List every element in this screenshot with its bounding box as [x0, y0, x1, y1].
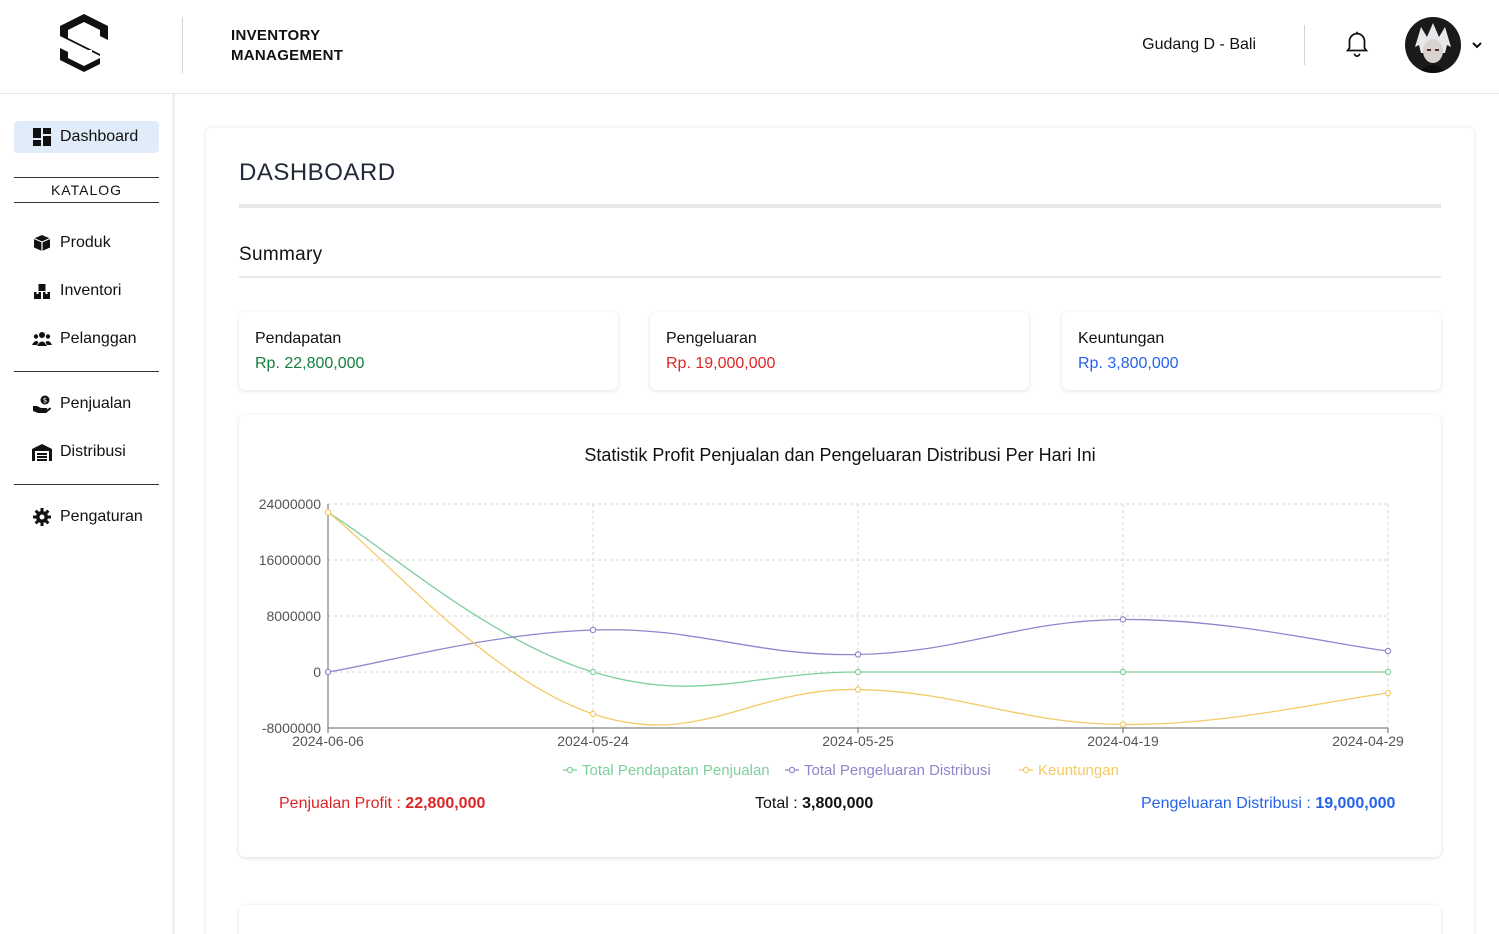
data-point	[324, 509, 332, 516]
title-divider	[239, 204, 1441, 208]
sidebar-item-label: Penjualan	[60, 395, 132, 412]
summary-divider	[239, 276, 1441, 278]
sidebar-item-distribusi[interactable]: Distribusi	[14, 436, 159, 468]
total-value: 19,000,000	[1315, 795, 1396, 812]
total-label: Penjualan Profit :	[279, 795, 406, 812]
sidebar-item-label: Distribusi	[60, 443, 126, 460]
user-avatar[interactable]	[1405, 17, 1461, 73]
page-title: DASHBOARD	[239, 159, 396, 186]
sidebar-item-label: Pelanggan	[60, 330, 137, 347]
stat-value: Rp. 3,800,000	[1078, 355, 1179, 372]
sidebar-item-inventori[interactable]: Inventori	[14, 275, 159, 307]
data-point	[1119, 668, 1127, 676]
summary-heading: Summary	[239, 244, 323, 265]
header-divider	[182, 17, 183, 73]
boxes-icon	[32, 281, 52, 301]
sidebar-item-label: Inventori	[60, 282, 122, 299]
data-point	[589, 626, 597, 634]
legend-label: Total Pendapatan Penjualan	[582, 762, 770, 779]
sidebar-item-pengaturan[interactable]: Pengaturan	[14, 501, 159, 533]
data-point	[1384, 689, 1392, 697]
data-point	[589, 710, 597, 718]
sidebar-item-pelanggan[interactable]: Pelanggan	[14, 323, 159, 355]
app-title-line2: MANAGEMENT	[231, 47, 344, 64]
line-chart: 24000000 16000000 8000000 0 -80000002024-06-…	[259, 496, 1404, 779]
warehouse-name[interactable]: Gudang D - Bali	[1142, 36, 1256, 53]
stat-card-pengeluaran: Pengeluaran Rp. 19,000,000	[650, 312, 1029, 390]
warehouse-icon	[32, 442, 52, 462]
sidebar-item-penjualan[interactable]: $ Penjualan	[14, 388, 159, 420]
stat-label: Keuntungan	[1078, 330, 1165, 347]
legend-marker	[1022, 766, 1030, 774]
sidebar: Dashboard KATALOG Produk Inventori Pelan…	[0, 94, 175, 934]
x-tick-label: 2024-06-06	[292, 733, 364, 749]
stat-value: Rp. 19,000,000	[666, 355, 776, 372]
data-point	[324, 668, 332, 676]
data-point	[1119, 616, 1127, 623]
y-tick-label: 24000000	[259, 496, 322, 512]
y-tick-label: 8000000	[266, 608, 321, 624]
stat-card-keuntungan: Keuntungan Rp. 3,800,000	[1062, 312, 1441, 390]
main-content-card: DASHBOARD Summary Pendapatan Rp. 22,800,…	[206, 128, 1474, 934]
sidebar-item-dashboard[interactable]: Dashboard	[14, 121, 159, 153]
users-icon	[32, 329, 52, 349]
stat-value: Rp. 22,800,000	[255, 355, 365, 372]
data-point	[1119, 721, 1127, 728]
legend-label: Total Pengeluaran Distribusi	[804, 762, 991, 779]
section-header-katalog: KATALOG	[14, 177, 159, 203]
x-tick-label: 2024-04-29	[1332, 733, 1404, 749]
hand-coin-icon: $	[32, 394, 52, 414]
legend-label: Keuntungan	[1038, 762, 1119, 779]
box-icon	[32, 233, 52, 253]
top-header: INVENTORY MANAGEMENT Gudang D - Bali	[0, 0, 1499, 94]
total-penjualan-profit: Penjualan Profit : 22,800,000	[279, 795, 485, 813]
total-label: Total :	[755, 795, 803, 812]
x-tick-label: 2024-05-25	[822, 733, 894, 749]
app-title-line1: INVENTORY	[231, 27, 321, 44]
legend-marker	[566, 766, 574, 774]
svg-text:$: $	[43, 397, 47, 405]
y-tick-label: 16000000	[259, 552, 322, 568]
dashboard-icon	[32, 127, 52, 147]
app-logo[interactable]	[56, 12, 112, 78]
data-point	[854, 651, 862, 658]
y-tick-label: 0	[313, 664, 321, 680]
data-point	[854, 686, 862, 693]
sidebar-item-produk[interactable]: Produk	[14, 227, 159, 259]
sidebar-item-label: Produk	[60, 234, 111, 251]
sidebar-divider	[14, 484, 159, 485]
stat-card-pendapatan: Pendapatan Rp. 22,800,000	[239, 312, 618, 390]
data-point	[854, 668, 862, 676]
sidebar-item-label: Pengaturan	[60, 508, 143, 525]
data-point	[1384, 668, 1392, 676]
sidebar-item-label: Dashboard	[60, 128, 139, 145]
data-point	[589, 668, 597, 676]
secondary-card	[239, 905, 1441, 934]
x-tick-label: 2024-05-24	[557, 733, 629, 749]
y-tick-label: -8000000	[262, 720, 321, 736]
app-title: INVENTORY MANAGEMENT	[231, 26, 391, 66]
chevron-down-icon[interactable]	[1468, 36, 1486, 54]
x-tick-label: 2024-04-19	[1087, 733, 1159, 749]
stat-label: Pendapatan	[255, 330, 342, 347]
chart-card: Statistik Profit Penjualan dan Pengeluar…	[239, 415, 1441, 857]
total-value: 3,800,000	[802, 795, 874, 812]
total-value: 22,800,000	[405, 795, 486, 812]
chart-title: Statistik Profit Penjualan dan Pengeluar…	[584, 445, 1096, 465]
series-line	[327, 511, 1389, 726]
gear-icon	[32, 507, 52, 527]
total-pengeluaran-distribusi: Pengeluaran Distribusi : 19,000,000	[1141, 795, 1395, 813]
total-label: Pengeluaran Distribusi :	[1141, 795, 1316, 812]
total-keseluruhan: Total : 3,800,000	[755, 795, 873, 813]
sidebar-divider	[14, 371, 159, 372]
series-line	[327, 618, 1389, 673]
notification-bell-icon[interactable]	[1342, 28, 1372, 58]
stat-label: Pengeluaran	[666, 330, 757, 347]
data-point	[1384, 647, 1392, 655]
legend-marker	[788, 766, 796, 774]
header-divider-right	[1304, 25, 1305, 65]
